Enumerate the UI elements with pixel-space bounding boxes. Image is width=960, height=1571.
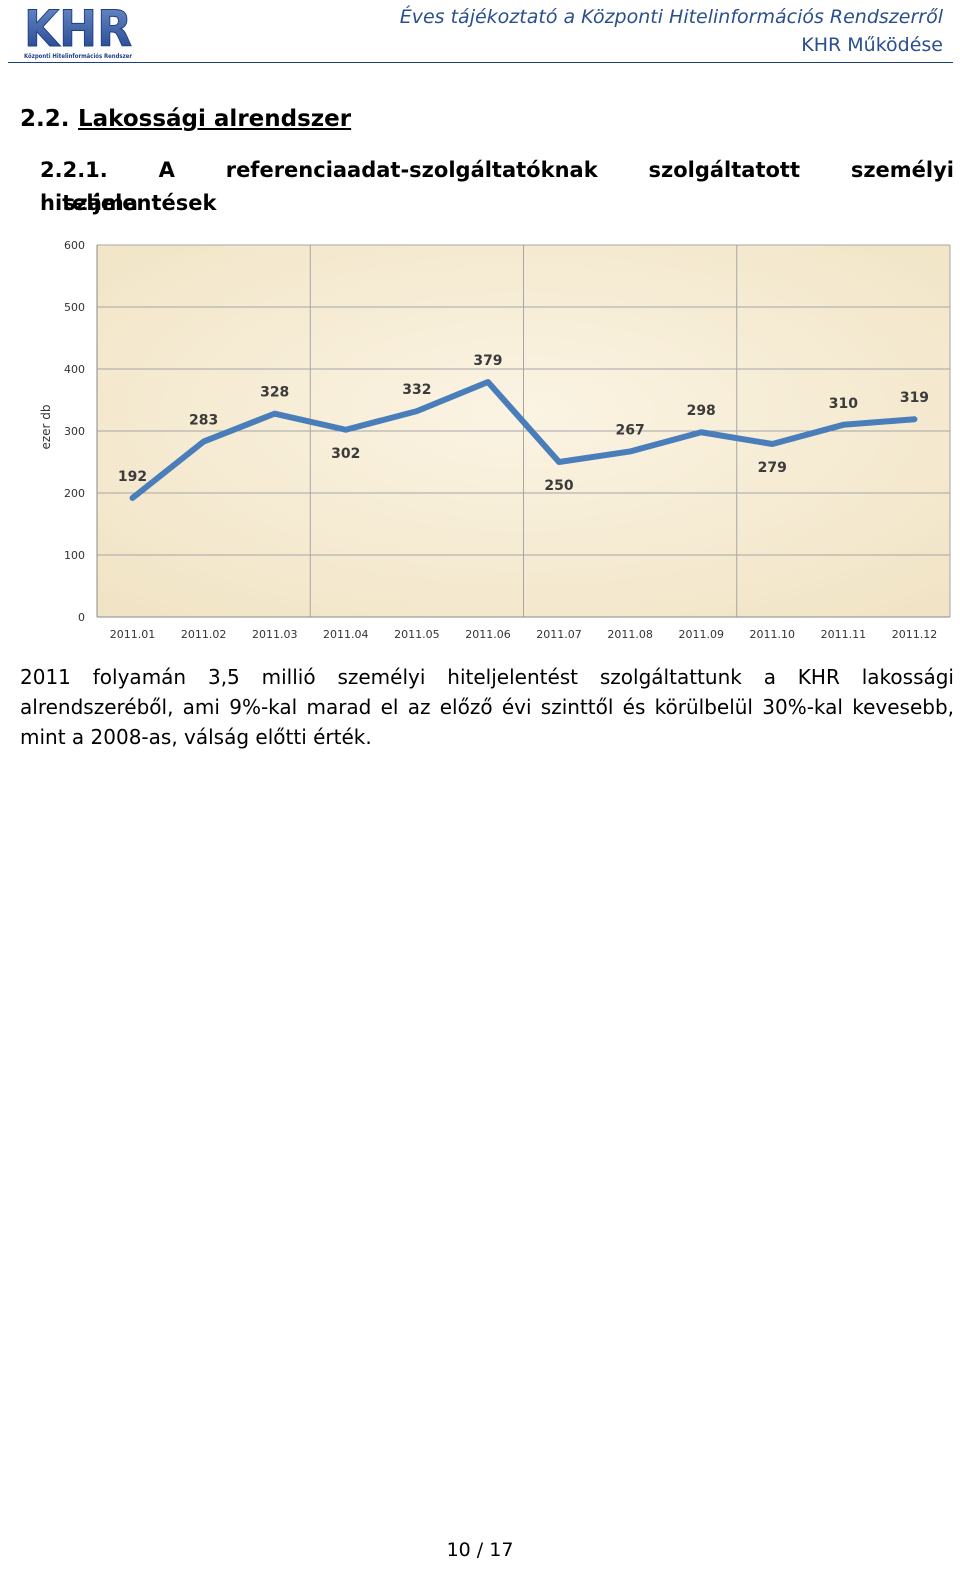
- data-label: 310: [829, 396, 858, 412]
- x-tick-label: 2011.03: [252, 628, 298, 641]
- data-label: 302: [331, 446, 360, 462]
- data-label: 328: [260, 385, 289, 401]
- y-tick-label: 100: [64, 549, 85, 562]
- subsection-title-line2: száma: [63, 191, 138, 215]
- data-label: 319: [900, 390, 929, 406]
- subsection-heading: 2.2.1. A referenciaadat-szolgáltatóknak …: [40, 154, 954, 220]
- data-label: 267: [616, 422, 645, 438]
- y-tick-label: 600: [64, 239, 85, 252]
- y-tick-label: 400: [64, 363, 85, 376]
- logo-text: KHR: [24, 2, 132, 58]
- header-title: Éves tájékoztató a Központi Hitelinformá…: [399, 6, 943, 28]
- subsection-number: 2.2.1.: [40, 158, 108, 182]
- x-tick-label: 2011.12: [892, 628, 938, 641]
- line-chart: 0 100 200 300 400 500 600 2011.01 2011.02 2011.0…: [39, 239, 951, 641]
- header-subtitle: KHR Működése: [801, 34, 943, 56]
- data-label: 192: [118, 469, 147, 485]
- y-tick-label: 0: [78, 611, 85, 624]
- section-heading: 2.2. Lakossági alrendszer: [20, 106, 351, 132]
- data-label: 298: [687, 403, 716, 419]
- khr-logo: KHR Központi Hitelinformációs Rendszer: [24, 2, 133, 60]
- x-tick-label: 2011.10: [750, 628, 796, 641]
- y-tick-label: 300: [64, 425, 85, 438]
- y-tick-label: 500: [64, 301, 85, 314]
- series-line: [129, 379, 918, 501]
- section-title: Lakossági alrendszer: [78, 106, 352, 132]
- x-tick-label: 2011.05: [394, 628, 440, 641]
- x-tick-label: 2011.09: [678, 628, 724, 641]
- x-tick-label: 2011.02: [181, 628, 227, 641]
- y-tick-label: 200: [64, 487, 85, 500]
- page-header: KHR Központi Hitelinformációs Rendszer É…: [8, 0, 953, 63]
- body-paragraph: 2011 folyamán 3,5 millió személyi hitelj…: [20, 665, 954, 749]
- data-label: 283: [189, 413, 218, 429]
- x-tick-label: 2011.08: [607, 628, 653, 641]
- subsection-title-line1: A referenciaadat-szolgáltatóknak szolgál…: [40, 158, 955, 215]
- x-tick-label: 2011.04: [323, 628, 369, 641]
- logo-subtitle: Központi Hitelinformációs Rendszer: [24, 53, 132, 60]
- section-number: 2.2.: [20, 106, 70, 132]
- data-label: 250: [544, 478, 573, 494]
- page-number: 10 / 17: [446, 1539, 514, 1561]
- x-tick-label: 2011.07: [536, 628, 582, 641]
- data-label: 379: [473, 353, 502, 369]
- x-tick-label: 2011.01: [110, 628, 156, 641]
- data-label: 279: [758, 460, 787, 476]
- x-tick-label: 2011.06: [465, 628, 511, 641]
- x-tick-label: 2011.11: [821, 628, 867, 641]
- data-label: 332: [402, 382, 431, 398]
- y-axis-label: ezer db: [39, 404, 53, 449]
